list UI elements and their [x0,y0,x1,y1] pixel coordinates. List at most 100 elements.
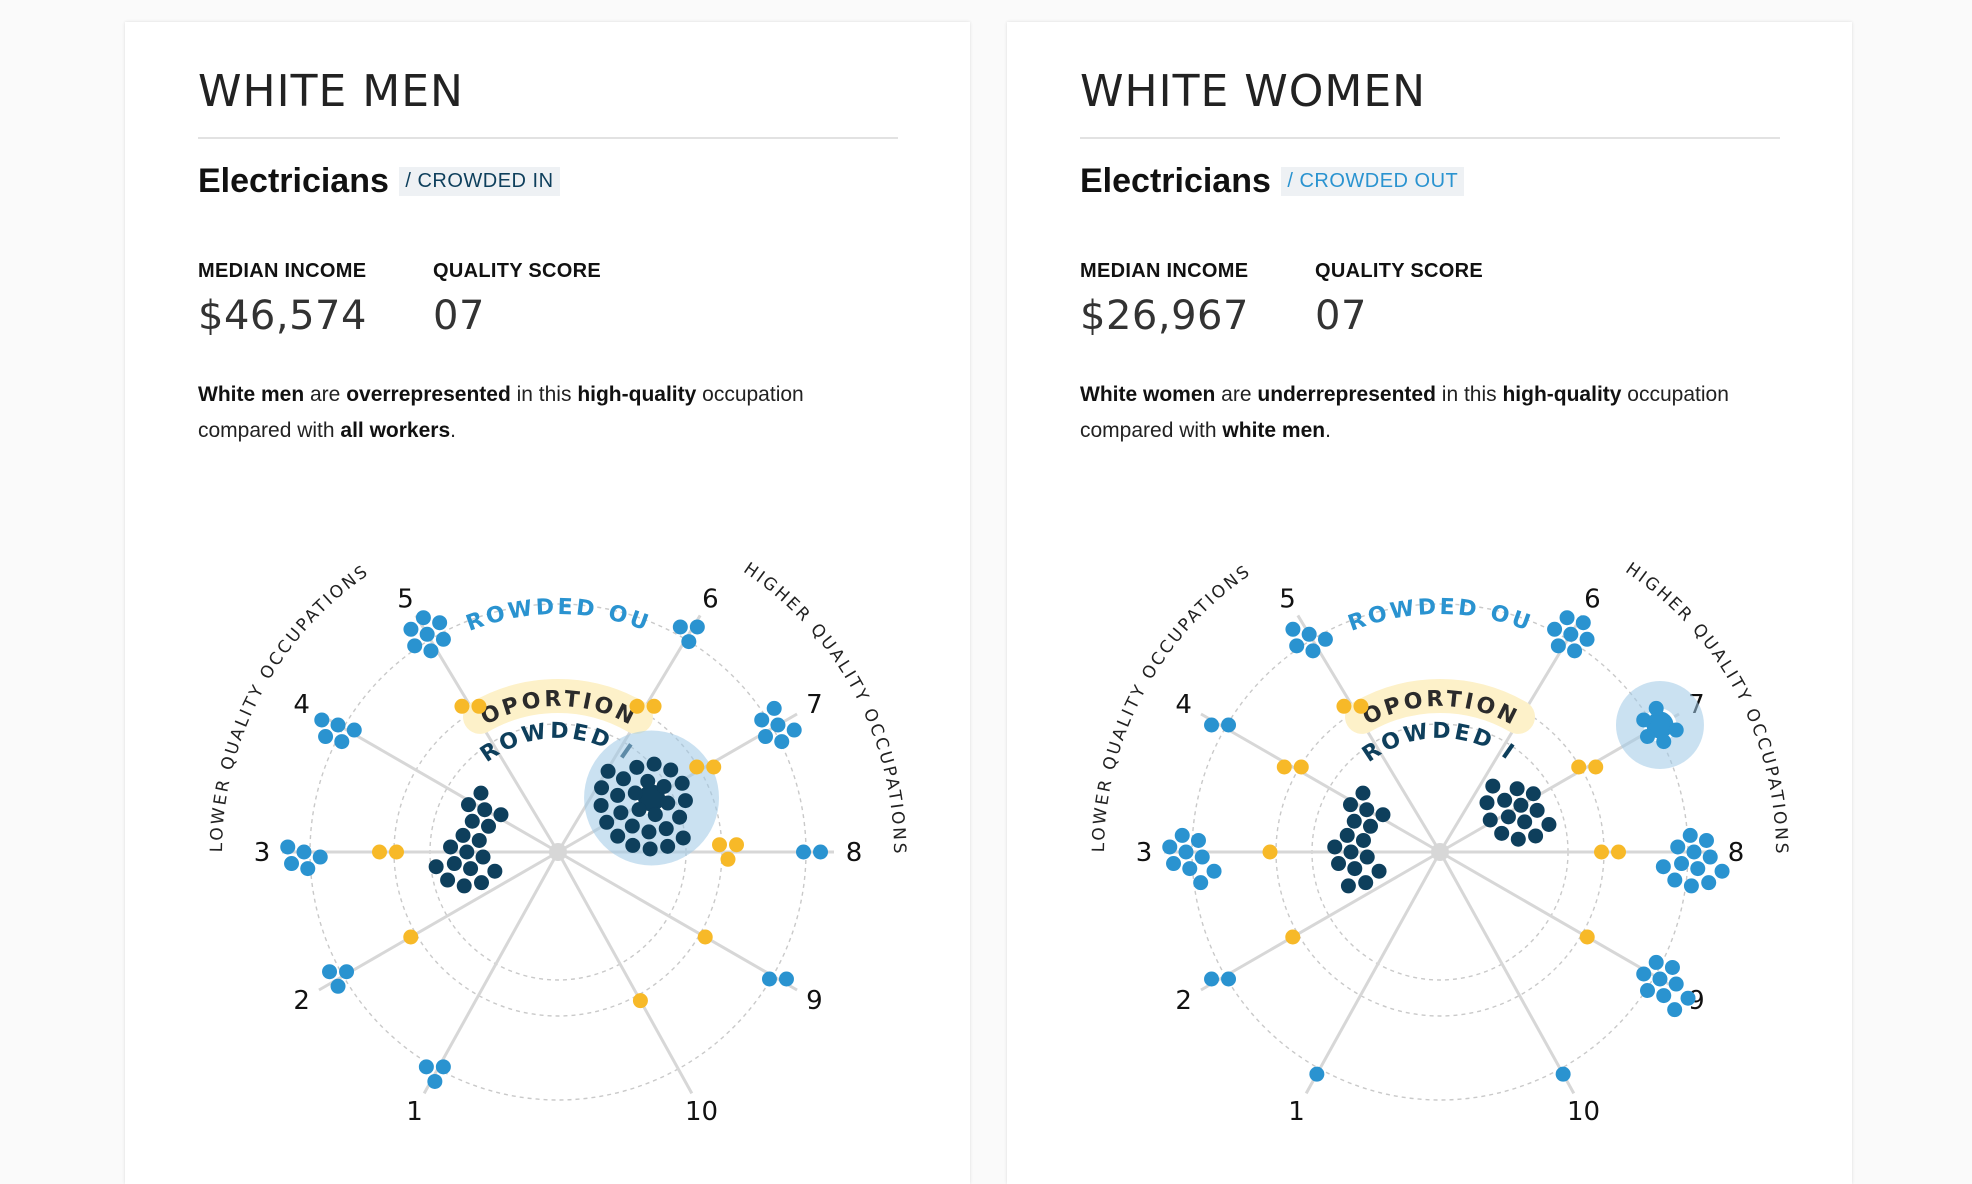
dot-crowded-in-7[interactable] [615,771,631,787]
dot-crowded-in-4[interactable] [1359,802,1375,818]
dot-crowded-out-5[interactable] [419,626,435,642]
dot-crowded-in-4[interactable] [1355,785,1371,801]
dot-crowded-in-3[interactable] [1358,875,1374,891]
dot-crowded-out-5[interactable] [1305,643,1321,659]
dot-crowded-out-4[interactable] [334,734,350,750]
dot-crowded-out-7[interactable] [766,700,782,716]
dot-crowded-in-3[interactable] [446,856,462,872]
dot-proportional-5[interactable] [1336,698,1352,714]
dot-crowded-in-7[interactable] [624,818,640,834]
dot-crowded-in-4[interactable] [1363,818,1379,834]
dot-crowded-out-3[interactable] [1194,849,1210,865]
dot-crowded-in-7[interactable] [631,802,647,818]
dot-crowded-out-8[interactable] [1682,827,1698,843]
dot-crowded-out-4[interactable] [314,712,330,728]
dot-crowded-in-7[interactable] [658,821,674,837]
dot-crowded-out-6[interactable] [1575,615,1591,631]
dot-crowded-out-9[interactable] [761,971,777,987]
dot-crowded-out-4[interactable] [318,729,334,745]
dot-crowded-out-1[interactable] [427,1073,443,1089]
dot-crowded-out-5[interactable] [432,615,448,631]
dot-crowded-out-8[interactable] [1698,832,1714,848]
dot-crowded-in-7[interactable] [610,828,626,844]
dot-crowded-out-9[interactable] [778,971,794,987]
dot-proportional-8[interactable] [712,837,727,853]
dot-crowded-out-9[interactable] [1636,966,1652,982]
dot-crowded-out-7[interactable] [1656,734,1672,750]
dot-crowded-in-3[interactable] [1371,863,1387,879]
dot-crowded-in-7[interactable] [610,787,626,803]
dot-crowded-out-9[interactable] [1656,988,1672,1004]
dot-proportional-7[interactable] [689,759,705,775]
dot-proportional-7[interactable] [1571,759,1587,775]
dot-crowded-out-3[interactable] [1174,827,1190,843]
dot-crowded-out-5[interactable] [435,631,451,647]
dot-proportional-6[interactable] [629,698,645,714]
dot-crowded-in-3[interactable] [474,875,490,891]
dot-crowded-in-7[interactable] [1494,825,1510,841]
dot-crowded-out-5[interactable] [423,643,439,659]
dot-crowded-out-9[interactable] [1668,976,1684,992]
dot-crowded-out-4[interactable] [1221,717,1237,733]
dot-crowded-out-5[interactable] [1317,631,1333,647]
dot-proportional-7[interactable] [1588,759,1604,775]
dot-crowded-in-7[interactable] [1517,814,1533,830]
dot-crowded-in-7[interactable] [1509,781,1525,797]
dot-crowded-in-4[interactable] [1375,807,1391,823]
dot-crowded-out-7[interactable] [770,717,786,733]
dot-crowded-in-7[interactable] [1513,797,1529,813]
dot-crowded-in-3[interactable] [1327,839,1343,855]
dot-crowded-out-3[interactable] [1182,861,1198,877]
dot-crowded-in-3[interactable] [487,863,503,879]
dot-crowded-in-4[interactable] [1346,813,1362,829]
dot-proportional-8[interactable] [1611,844,1626,860]
dot-crowded-out-9[interactable] [1664,959,1680,975]
dot-crowded-out-1[interactable] [418,1059,434,1075]
dot-crowded-in-7[interactable] [600,763,616,779]
dot-crowded-in-3[interactable] [440,872,456,888]
dot-crowded-out-8[interactable] [1683,878,1699,894]
dot-crowded-in-7[interactable] [1525,786,1541,802]
dot-crowded-out-4[interactable] [346,722,362,738]
dot-crowded-in-3[interactable] [428,859,444,875]
dot-crowded-out-2[interactable] [1204,971,1220,987]
dot-crowded-out-6[interactable] [1550,638,1566,654]
dot-proportional-8[interactable] [1594,844,1609,860]
dot-crowded-out-3[interactable] [1193,875,1209,891]
dot-crowded-out-7[interactable] [1636,712,1652,728]
dot-crowded-out-5[interactable] [403,621,419,637]
dot-crowded-out-9[interactable] [1648,954,1664,970]
dot-crowded-in-3[interactable] [1340,878,1356,894]
dot-crowded-in-3[interactable] [1359,849,1375,865]
dot-crowded-out-8[interactable] [1702,849,1718,865]
dot-crowded-in-3[interactable] [456,878,472,894]
dot-crowded-out-2[interactable] [322,964,338,980]
dot-crowded-out-2[interactable] [339,964,355,980]
dot-crowded-in-7[interactable] [646,756,662,772]
dot-crowded-in-7[interactable] [674,775,690,791]
dot-proportional-8[interactable] [720,851,736,867]
dot-crowded-in-7[interactable] [642,841,658,857]
dot-proportional-3[interactable] [1262,844,1278,860]
dot-crowded-in-3[interactable] [1331,856,1347,872]
dot-proportional-5[interactable] [454,698,470,714]
dot-crowded-out-8[interactable] [1714,863,1730,879]
dot-crowded-in-7[interactable] [629,759,645,775]
dot-crowded-in-7[interactable] [656,778,672,794]
dot-crowded-in-7[interactable] [677,793,693,809]
dot-crowded-out-7[interactable] [1639,729,1655,745]
dot-proportional-5[interactable] [471,698,487,714]
dot-crowded-in-7[interactable] [660,838,676,854]
dot-crowded-in-3[interactable] [1355,832,1371,848]
dot-crowded-in-7[interactable] [1479,795,1495,811]
dot-crowded-out-7[interactable] [774,734,790,750]
dot-crowded-out-8[interactable] [1674,856,1690,872]
dot-crowded-out-5[interactable] [407,638,423,654]
dot-crowded-out-7[interactable] [754,712,770,728]
dot-proportional-3[interactable] [389,844,404,860]
dot-crowded-in-7[interactable] [594,780,610,796]
dot-crowded-out-6[interactable] [1547,621,1563,637]
dot-crowded-out-8[interactable] [1690,861,1706,877]
dot-crowded-in-3[interactable] [1343,844,1359,860]
dot-proportional-5[interactable] [1353,698,1369,714]
